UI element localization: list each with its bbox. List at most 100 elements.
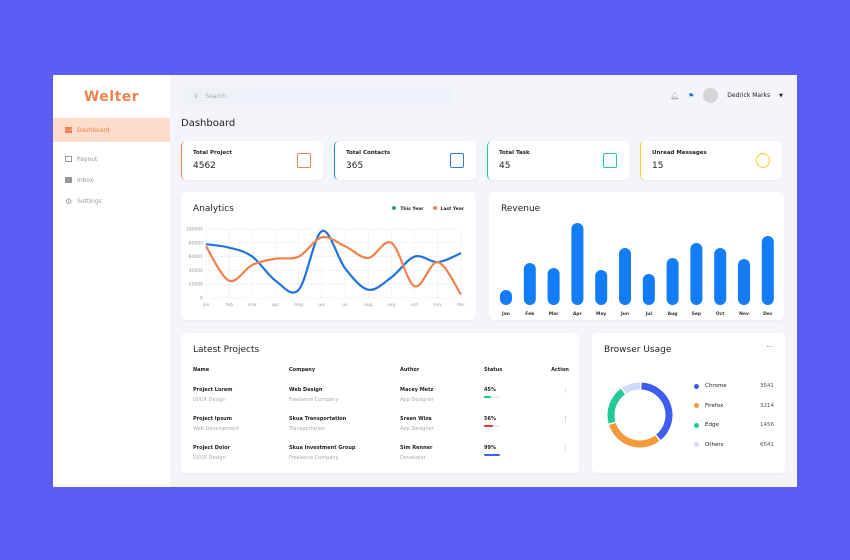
y-tick-label: 20000	[189, 282, 203, 288]
revenue-bar	[500, 290, 512, 305]
sidebar-item-settings[interactable]: ⚙ Settings	[53, 189, 170, 213]
x-tick-label: mar	[248, 302, 257, 308]
column-header: Company	[289, 367, 316, 373]
browser-usage-title: Browser Usage	[604, 345, 672, 355]
clipboard-icon	[603, 153, 617, 168]
flag-icon[interactable]: ⚑	[688, 91, 695, 100]
table-row[interactable]: Project Dolor UI/UX Design Skua Investmen…	[193, 443, 569, 472]
stat-card[interactable]: Unread Messages 15	[640, 141, 782, 180]
x-tick-label: sep	[387, 303, 395, 308]
revenue-bar-chart: Jan Feb Mar Apr May Jun Jul Aug Sep Oct Nov Dec	[500, 223, 774, 317]
x-tick-label: Mar	[549, 311, 560, 317]
stat-card[interactable]: Total Task 45	[487, 141, 629, 180]
column-header: Status	[484, 367, 503, 373]
y-tick-label: 0	[200, 296, 203, 302]
grid-icon	[65, 127, 72, 133]
x-tick-label: Dec	[763, 311, 773, 317]
stat-label: Unread Messages	[652, 150, 707, 156]
more-vertical-icon[interactable]: ⋮	[562, 444, 569, 452]
stat-card[interactable]: Total Contacts 365	[334, 141, 476, 180]
progress-bar	[484, 454, 500, 456]
x-tick-label: Feb	[525, 311, 535, 317]
donut-slice-others	[622, 382, 641, 394]
sidebar-item-dashboard[interactable]: Dashboard	[53, 118, 170, 142]
series-line-last-year	[205, 235, 462, 296]
browser-usage-card: Browser Usage ··· Chrome 3541 Firefox 3214 E…	[592, 333, 785, 473]
column-header: Author	[400, 367, 420, 373]
column-header: Name	[193, 367, 210, 373]
mail-icon	[65, 177, 72, 183]
x-tick-label: Nov	[739, 311, 749, 317]
more-icon[interactable]: ···	[766, 343, 773, 351]
revenue-bar	[738, 259, 750, 305]
y-tick-label: 80000	[189, 240, 203, 246]
legend-item: Chrome 3541	[694, 383, 774, 389]
avatar[interactable]	[703, 88, 719, 103]
sidebar-item-inbox[interactable]: Inbox	[53, 168, 170, 192]
user-name[interactable]: Dedrick Marks	[727, 92, 771, 99]
stat-label: Total Contacts	[346, 150, 391, 156]
analytics-title: Analytics	[193, 204, 234, 214]
progress-bar	[484, 396, 500, 398]
x-tick-label: nov	[434, 303, 443, 308]
revenue-bar	[666, 258, 679, 305]
search-placeholder: Search	[205, 93, 227, 100]
revenue-bar	[642, 274, 655, 305]
revenue-title: Revenue	[501, 204, 541, 214]
donut-slice-edge	[607, 388, 626, 424]
y-tick-label: 100000	[186, 227, 203, 233]
legend-item: Firefox 3214	[694, 403, 774, 409]
stat-label: Total Task	[499, 150, 530, 156]
stat-value: 4562	[193, 161, 216, 171]
analytics-card: Analytics This Year Last Year 0 20000 4000…	[181, 192, 476, 320]
bell-icon[interactable]: 🔔︎	[670, 91, 679, 100]
revenue-bar	[523, 263, 536, 305]
revenue-bar	[714, 248, 727, 305]
revenue-bar	[690, 243, 703, 305]
x-tick-label: Aug	[668, 311, 678, 317]
donut-slice-firefox	[609, 422, 660, 448]
revenue-bar	[761, 236, 774, 305]
table-row[interactable]: Project Ipsum Web Development Skua Transp…	[193, 414, 569, 443]
progress-bar	[484, 425, 500, 427]
more-vertical-icon[interactable]: ⋮	[562, 386, 569, 394]
revenue-bar	[619, 248, 631, 305]
sidebar-item-label: Settings	[77, 197, 102, 205]
gear-icon: ⚙	[65, 196, 73, 206]
y-tick-label: 60000	[189, 254, 203, 260]
browser-donut-chart	[607, 382, 673, 448]
contact-book-icon	[450, 153, 464, 168]
message-icon	[756, 153, 770, 168]
logo: Welter	[83, 89, 140, 105]
sidebar-item-label: Inbox	[77, 176, 94, 184]
legend-item: Others 6541	[694, 442, 774, 448]
page-title: Dashboard	[181, 118, 236, 129]
x-tick-label: jan	[202, 302, 210, 308]
table-row[interactable]: Project Lorem UI/UX Design Web Design Free…	[193, 385, 569, 414]
sidebar: Welter Dashboard Payout Inbox ⚙ Settings	[53, 75, 170, 487]
x-tick-label: aug	[364, 303, 373, 308]
projects-table: Name Company Author Status Action Project Lor…	[193, 367, 569, 472]
stat-value: 15	[652, 161, 664, 171]
analytics-line-chart: 0 20000 40000 60000 80000 100000 jan feb mar apr m…	[186, 227, 466, 309]
x-tick-label: dec	[457, 302, 466, 308]
x-tick-label: may	[294, 303, 304, 308]
x-tick-label: Jun	[620, 311, 629, 317]
search-input[interactable]: ⚲ Search	[182, 88, 452, 105]
projects-title: Latest Projects	[193, 345, 260, 355]
sidebar-item-payout[interactable]: Payout	[53, 147, 170, 171]
chevron-down-icon[interactable]: ▼	[779, 92, 783, 99]
x-tick-label: oct	[411, 302, 418, 308]
revenue-bar	[547, 268, 560, 305]
x-tick-label: Jan	[501, 311, 510, 317]
column-header: Action	[551, 367, 569, 373]
x-tick-label: Apr	[573, 311, 583, 317]
card-icon	[65, 156, 72, 162]
legend-last-year: Last Year	[432, 206, 464, 212]
x-tick-label: jun	[317, 302, 325, 308]
x-tick-label: Sep	[692, 311, 702, 317]
stat-card[interactable]: Total Project 4562	[181, 141, 323, 180]
sidebar-item-label: Dashboard	[77, 126, 110, 134]
more-vertical-icon[interactable]: ⋮	[562, 415, 569, 423]
legend-item: Edge 1456	[694, 422, 774, 428]
